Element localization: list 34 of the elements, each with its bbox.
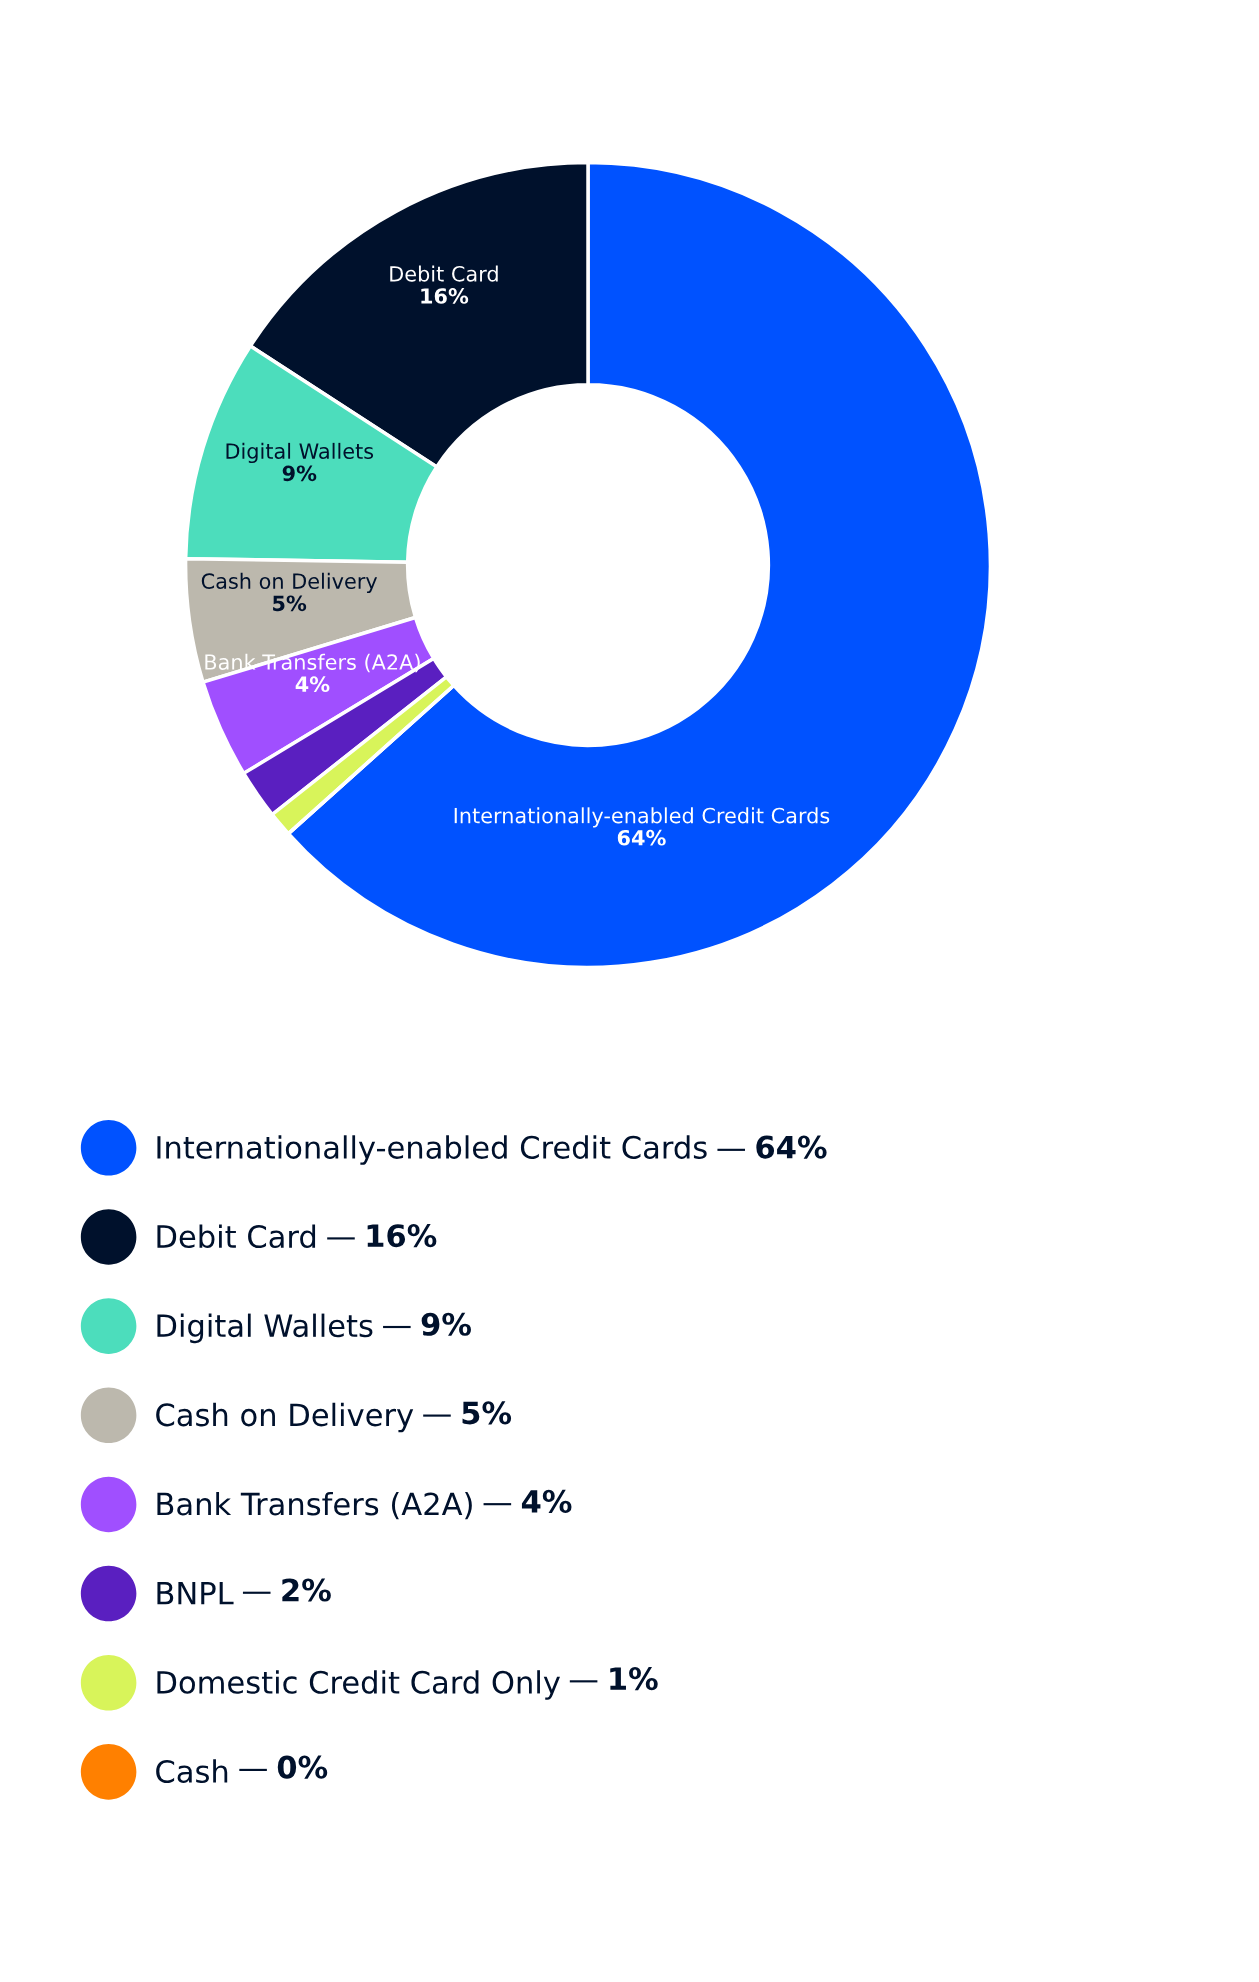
legend-label: Cash on Delivery [156,1402,414,1433]
text: — [239,1768,267,1771]
text: — [423,1414,451,1417]
text: — [483,1503,512,1506]
data-label: 4% [295,676,330,693]
data-label: 5% [273,595,307,612]
data-label: 16% [421,288,469,304]
slice-label: Debit Card [390,265,498,282]
text: — [717,1148,746,1151]
legend-label: Debit Card [157,1224,316,1249]
text: 5% [462,1401,512,1425]
legend-label: Digital Wallets [157,1313,373,1344]
data-label: 1% [610,1667,658,1691]
text: 0% [277,1755,328,1779]
text: 9% [421,1312,471,1336]
data-label: 9% [282,465,317,482]
legend-label: Internationally-enabled Credit Cards [157,1135,707,1165]
data-label: 64% [617,829,666,846]
legend-label: Cash [156,1759,228,1784]
text: 4% [521,1489,572,1513]
text: — [383,1325,411,1329]
slice-label: Internationally-enabled Credit Cards [454,807,830,828]
legend-label: Domestic Credit Card Only [157,1670,560,1700]
slice-label: Cash on Delivery [201,572,378,594]
text: — [242,1591,271,1594]
slice-label: Digital Wallets [226,442,374,464]
text: 64% [756,1135,827,1159]
legend-label: BNPL [157,1582,234,1605]
data-label: 2% [282,1578,331,1602]
text: — [327,1237,355,1240]
text: — [569,1680,598,1683]
text: 16% [367,1224,437,1248]
legend-label: Bank Transfers (A2A) [157,1491,472,1520]
slice-label: Bank Transfers (A2A) [205,653,420,673]
